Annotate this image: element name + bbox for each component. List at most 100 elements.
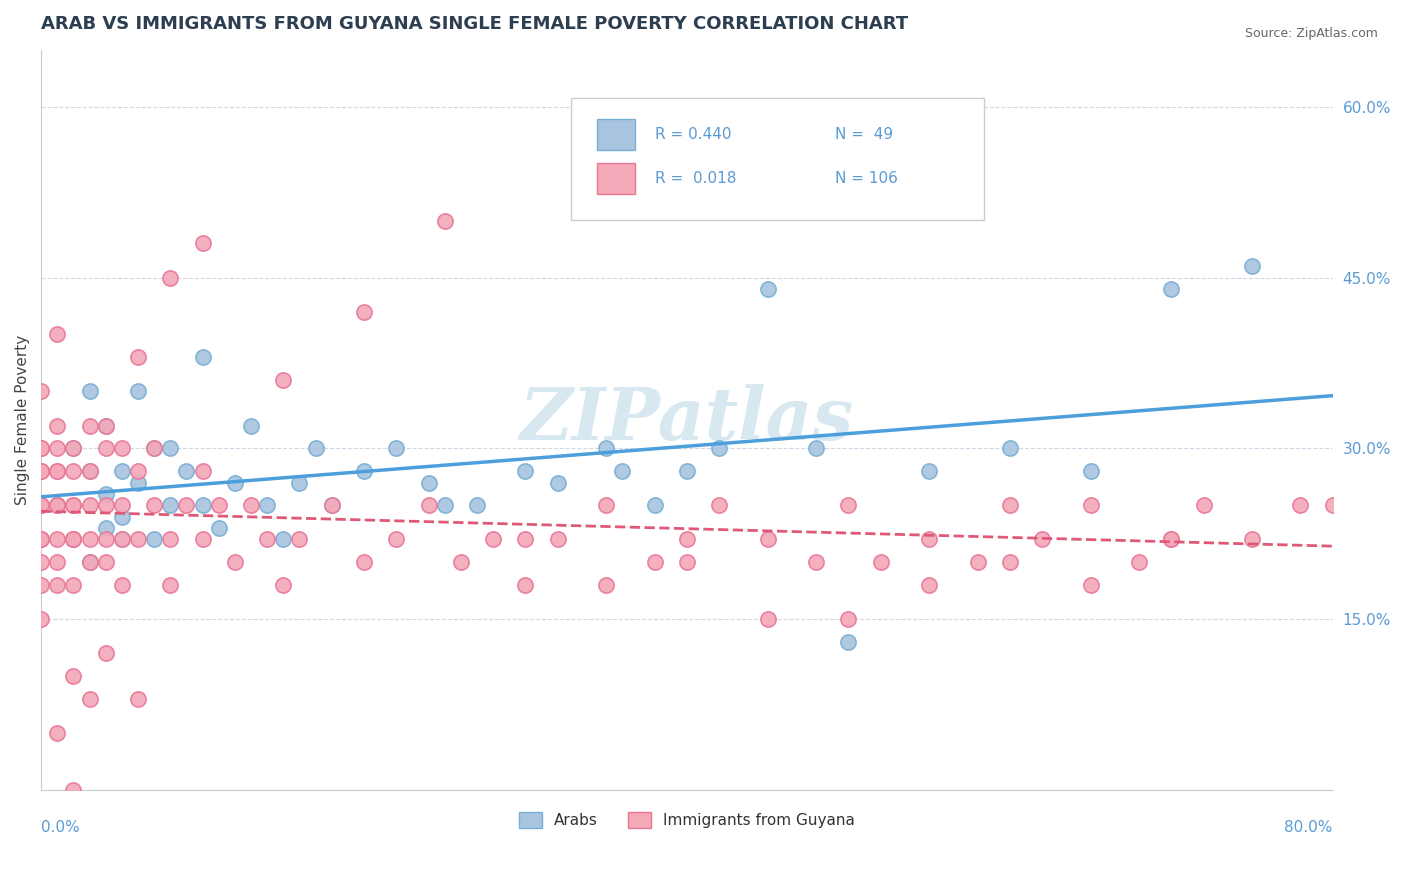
Point [1160,533,1182,547]
Point [30,533,52,547]
FancyBboxPatch shape [596,119,636,150]
Point [62,498,84,512]
Point [756,282,779,296]
Point [46,578,69,592]
Point [240,498,263,512]
Point [79,418,101,433]
Point [547,475,569,490]
Point [515,533,537,547]
Point [143,442,166,456]
Point [191,464,214,478]
Point [756,612,779,626]
Point [1080,464,1102,478]
Point [46,418,69,433]
Point [46,327,69,342]
Point [46,464,69,478]
Point [46,498,69,512]
Text: R = 0.440: R = 0.440 [655,127,731,142]
Point [1289,498,1312,512]
Point [385,442,408,456]
Point [79,555,101,569]
Point [208,498,231,512]
Point [62,442,84,456]
Point [837,635,859,649]
Point [595,498,617,512]
Point [46,442,69,456]
Point [191,351,214,365]
Point [1160,282,1182,296]
Point [1128,555,1150,569]
Point [159,533,181,547]
Point [515,578,537,592]
Point [111,533,134,547]
Point [159,442,181,456]
Point [127,384,149,399]
Point [1160,533,1182,547]
Point [465,498,488,512]
Point [595,578,617,592]
Point [998,498,1021,512]
Point [30,464,52,478]
Point [418,475,440,490]
Point [208,521,231,535]
Point [62,533,84,547]
Point [30,578,52,592]
Point [1322,498,1344,512]
Point [918,578,941,592]
Point [756,533,779,547]
Text: N = 106: N = 106 [835,171,898,186]
Point [30,498,52,512]
Point [30,442,52,456]
Point [46,726,69,740]
Point [143,442,166,456]
Point [240,418,263,433]
Point [94,521,117,535]
Point [94,555,117,569]
Point [709,442,731,456]
Point [271,578,294,592]
Point [837,498,859,512]
Point [79,555,101,569]
Text: ARAB VS IMMIGRANTS FROM GUYANA SINGLE FEMALE POVERTY CORRELATION CHART: ARAB VS IMMIGRANTS FROM GUYANA SINGLE FE… [41,15,908,33]
Point [30,442,52,456]
Point [127,691,149,706]
Point [30,498,52,512]
Point [79,464,101,478]
Point [709,498,731,512]
Point [869,555,891,569]
Point [450,555,472,569]
Point [224,555,246,569]
Point [1192,498,1215,512]
Point [644,498,666,512]
Point [159,578,181,592]
Text: Source: ZipAtlas.com: Source: ZipAtlas.com [1244,27,1378,40]
Point [353,464,375,478]
Point [418,498,440,512]
Point [353,555,375,569]
Point [30,464,52,478]
Point [94,487,117,501]
Point [79,498,101,512]
Point [515,464,537,478]
Point [46,464,69,478]
Point [94,533,117,547]
Point [918,533,941,547]
Point [46,533,69,547]
Point [127,475,149,490]
Point [79,533,101,547]
Point [111,442,134,456]
Point [127,464,149,478]
Point [62,669,84,683]
Point [176,464,198,478]
Point [353,304,375,318]
Point [998,442,1021,456]
Point [304,442,326,456]
Point [998,555,1021,569]
Point [676,464,699,478]
Point [94,418,117,433]
Point [224,475,246,490]
Point [30,533,52,547]
Point [111,498,134,512]
Point [1241,259,1264,273]
Point [288,475,311,490]
